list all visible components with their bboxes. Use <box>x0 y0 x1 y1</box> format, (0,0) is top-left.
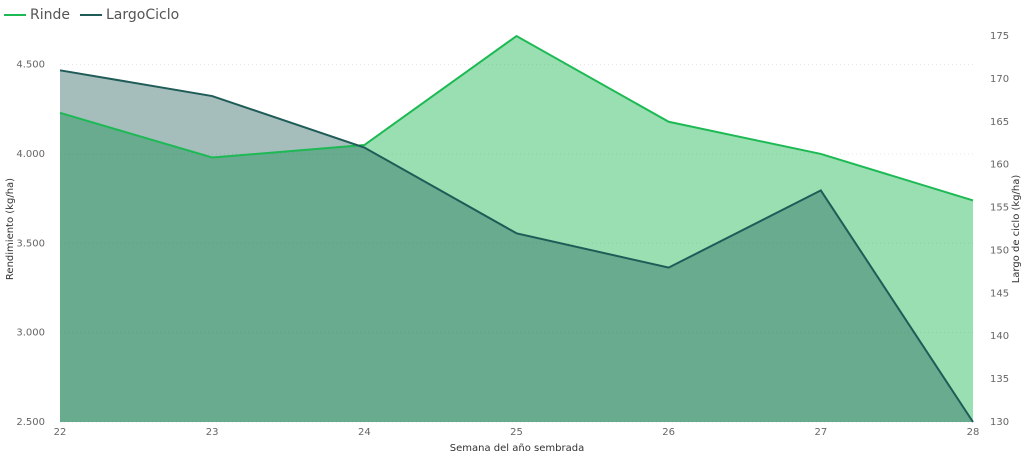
x-tick-label: 26 <box>662 427 675 438</box>
area-fill <box>60 70 973 423</box>
y-tick-label: 4.000 <box>16 149 45 160</box>
x-tick-label: 27 <box>814 427 827 438</box>
y-axis-title: Rendimiento (kg/ha) <box>5 178 16 280</box>
y2-tick-label: 160 <box>990 160 1009 171</box>
x-tick-label: 24 <box>358 427 371 438</box>
y2-tick-label: 130 <box>990 417 1009 428</box>
x-axis-title: Semana del año sembrada <box>450 443 584 454</box>
x-tick-label: 22 <box>54 427 67 438</box>
y-tick-label: 2.500 <box>16 417 45 428</box>
y2-tick-label: 165 <box>990 117 1009 128</box>
y2-tick-label: 175 <box>990 31 1009 42</box>
y2-axis-title: Largo de ciclo (kg/ha) <box>1011 175 1022 284</box>
y2-tick-label: 140 <box>990 331 1009 342</box>
y-tick-label: 3.500 <box>16 238 45 249</box>
y2-tick-label: 170 <box>990 74 1009 85</box>
area-line <box>59 69 974 423</box>
y2-tick-label: 155 <box>990 203 1009 214</box>
area-line <box>59 34 974 202</box>
y2-tick-label: 135 <box>990 374 1009 385</box>
x-tick-label: 25 <box>510 427 523 438</box>
y-tick-label: 3.000 <box>16 328 45 339</box>
legend: Rinde LargoCiclo <box>4 7 179 23</box>
x-tick-label: 28 <box>967 427 980 438</box>
y2-tick-label: 150 <box>990 245 1009 256</box>
x-tick-label: 23 <box>206 427 219 438</box>
legend-label: Rinde <box>30 7 70 23</box>
legend-label: LargoCiclo <box>106 7 179 23</box>
area-fill <box>60 36 973 422</box>
y-tick-label: 4.500 <box>16 60 45 71</box>
y2-tick-label: 145 <box>990 288 1009 299</box>
